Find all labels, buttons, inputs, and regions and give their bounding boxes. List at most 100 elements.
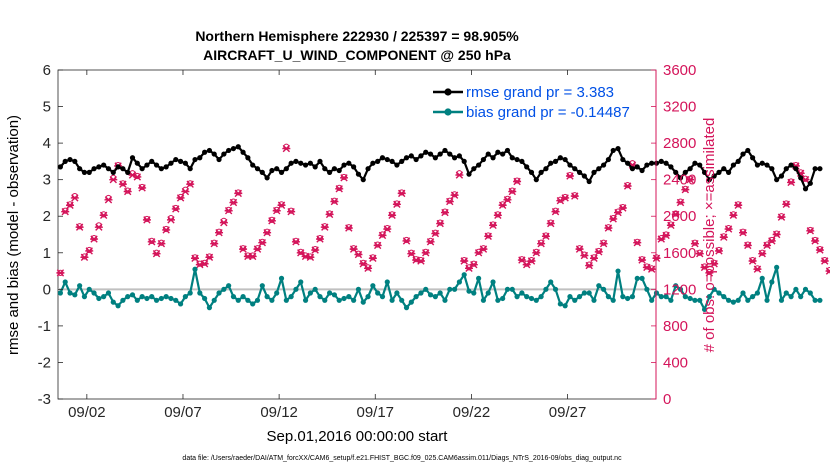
bias-point	[259, 283, 265, 289]
rmse-point	[658, 158, 664, 164]
obs-possible-marker	[211, 239, 218, 246]
rmse-point	[701, 169, 708, 175]
chart-title: Northern Hemisphere 222930 / 225397 = 98…	[195, 28, 519, 44]
obs-assimilated-marker	[743, 241, 752, 250]
bias-point	[639, 275, 645, 281]
bias-point	[692, 297, 698, 303]
rmse-point	[187, 166, 193, 172]
rmse-point	[235, 144, 241, 150]
bias-point	[177, 301, 184, 307]
rmse-point	[764, 162, 770, 168]
rmse-point	[62, 158, 68, 164]
bias-point	[288, 294, 294, 300]
rmse-point	[274, 166, 280, 172]
obs-possible-marker	[542, 232, 550, 239]
bias-point	[394, 290, 400, 296]
obs-assimilated-marker	[585, 261, 594, 270]
obs-possible-marker	[768, 236, 775, 244]
bias-point	[326, 290, 333, 296]
bias-point	[572, 297, 578, 303]
rmse-point	[216, 156, 222, 163]
obs-possible-marker	[672, 210, 679, 217]
obs-assimilated-marker	[66, 201, 75, 209]
bias-point	[370, 283, 376, 289]
y-tick-label: 3	[43, 172, 51, 189]
rmse-point	[336, 167, 342, 174]
bias-point	[495, 297, 501, 303]
bias-point	[591, 297, 597, 303]
obs-possible-marker	[76, 223, 83, 230]
obs-assimilated-marker	[340, 174, 349, 182]
rmse-point	[293, 158, 299, 164]
rmse-point	[610, 147, 616, 154]
rmse-point	[697, 162, 703, 168]
rmse-point	[240, 149, 246, 155]
obs-assimilated-marker	[638, 256, 647, 264]
rmse-point	[149, 158, 155, 164]
bias-point	[793, 286, 799, 292]
obs-assimilated-marker	[75, 223, 84, 231]
obs-possible-marker	[571, 192, 578, 199]
bias-point	[687, 295, 693, 302]
obs-assimilated-marker	[671, 210, 680, 219]
rmse-point	[427, 151, 434, 157]
obs-assimilated-marker	[450, 191, 459, 199]
obs-assimilated-marker	[724, 225, 733, 233]
bias-point	[740, 290, 746, 296]
rmse-point	[192, 156, 198, 163]
rmse-point	[110, 169, 116, 175]
obs-assimilated-marker	[489, 221, 498, 230]
bias-point	[206, 305, 213, 311]
bias-point	[730, 299, 736, 305]
obs-possible-marker	[513, 177, 521, 184]
obs-possible-marker	[470, 260, 477, 267]
bias-point	[274, 290, 280, 296]
rmse-point	[802, 186, 809, 192]
x-tick-label: 09/07	[164, 404, 202, 421]
obs-possible-marker	[451, 191, 458, 198]
rmse-point	[634, 164, 640, 170]
y-tick-label: 5	[43, 99, 51, 116]
obs-assimilated-marker	[690, 239, 699, 248]
rmse-point	[677, 175, 684, 181]
bias-point	[519, 290, 525, 296]
obs-possible-marker	[384, 225, 391, 232]
obs-possible-marker	[461, 256, 468, 264]
rmse-point	[543, 166, 549, 172]
rmse-point	[567, 162, 573, 168]
x-tick-label: 09/17	[356, 404, 394, 421]
rmse-point	[394, 162, 400, 168]
obs-possible-marker	[528, 256, 535, 264]
obs-possible-marker	[249, 252, 256, 259]
rmse-point	[250, 162, 256, 168]
obs-assimilated-marker	[479, 245, 488, 253]
obs-assimilated-marker	[90, 235, 99, 243]
bias-point	[120, 297, 126, 303]
rmse-point	[418, 153, 424, 159]
obs-possible-marker	[701, 263, 708, 270]
bias-point	[625, 295, 631, 302]
rmse-point	[302, 162, 309, 168]
obs-possible-marker	[749, 256, 756, 264]
bias-point	[629, 294, 636, 300]
obs-possible-marker	[696, 249, 703, 256]
obs-assimilated-marker	[580, 251, 589, 260]
rmse-point	[447, 151, 453, 157]
bias-point	[168, 295, 174, 302]
bias-point	[317, 294, 323, 300]
bias-point	[456, 279, 462, 285]
obs-possible-marker	[422, 248, 429, 255]
rmse-point	[129, 155, 136, 161]
bias-point	[264, 294, 270, 300]
obs-assimilated-marker	[748, 257, 757, 265]
x-tick-label: 09/02	[68, 404, 106, 421]
bias-point	[197, 290, 203, 296]
obs-assimilated-marker	[782, 200, 791, 209]
obs-assimilated-marker	[335, 185, 344, 193]
bias-point	[163, 294, 169, 300]
obs-assimilated-marker	[758, 249, 767, 258]
obs-assimilated-marker	[532, 249, 541, 257]
obs-possible-marker	[605, 224, 612, 231]
bias-point	[500, 295, 506, 302]
bias-point	[250, 301, 256, 307]
